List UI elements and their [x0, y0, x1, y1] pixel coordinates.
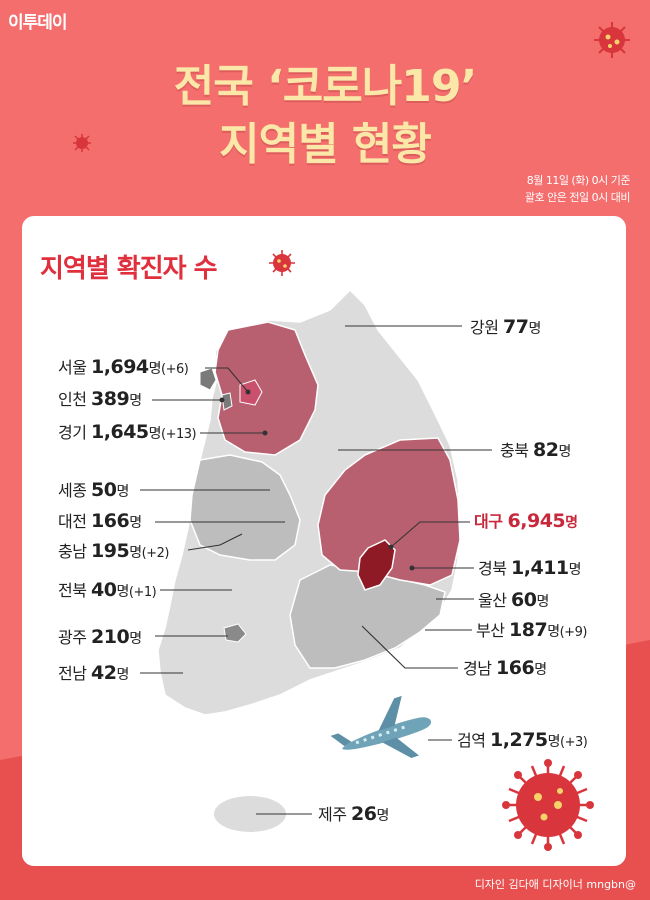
region-label-incheon: 인천 389명 [58, 388, 142, 410]
region-label-daejeon: 대전 166명 [58, 510, 142, 532]
region-label-chungbuk: 충북 82명 [500, 439, 571, 461]
map-gwangju [223, 623, 247, 643]
region-label-daegu: 대구 6,945명 [474, 510, 578, 532]
title-line-1: 전국 ‘코로나19’ [173, 61, 477, 112]
map-daegu [357, 539, 396, 591]
map-gyeongbuk [317, 437, 461, 586]
airplane-icon [330, 695, 432, 758]
title-line-2: 지역별 현황 [219, 119, 432, 170]
logo: 이투데이 [8, 13, 68, 33]
basis-note: 괄호 안은 전일 0시 대비 [524, 191, 631, 204]
basis-date: 8월 11일 (화) 0시 기준 [526, 174, 631, 187]
region-label-gyeongnam: 경남 166명 [463, 657, 547, 679]
region-label-ulsan: 울산 60명 [478, 589, 549, 611]
map-gyeonggi [214, 321, 319, 456]
region-label-gangwon: 강원 77명 [470, 316, 541, 338]
region-label-chungnam: 충남 195명(+2) [58, 540, 169, 562]
virus-icon [269, 250, 295, 276]
map-seoul [239, 379, 263, 406]
region-label-seoul: 서울 1,694명(+6) [58, 356, 189, 378]
region-label-jeju: 제주 26명 [318, 803, 389, 825]
region-label-busan: 부산 187명(+9) [476, 619, 587, 641]
region-label-sejong: 세종 50명 [58, 479, 129, 501]
region-label-gyeonggi: 경기 1,645명(+13) [58, 421, 197, 443]
region-label-gwangju: 광주 210명 [58, 626, 142, 648]
map-jeju [214, 796, 286, 832]
card-title: 지역별 확진자 수 [40, 254, 218, 284]
designer-credit: 디자인 김다애 디자이너 mngbn@ [474, 878, 636, 891]
region-label-jeonnam: 전남 42명 [58, 662, 129, 684]
virus-icon [502, 759, 594, 851]
region-label-gyeongbuk: 경북 1,411명 [478, 557, 582, 579]
region-label-jeonbuk: 전북 40명(+1) [58, 579, 157, 601]
map-chungnam [189, 454, 301, 561]
region-label-quarantine: 검역 1,275명(+3) [457, 729, 588, 751]
